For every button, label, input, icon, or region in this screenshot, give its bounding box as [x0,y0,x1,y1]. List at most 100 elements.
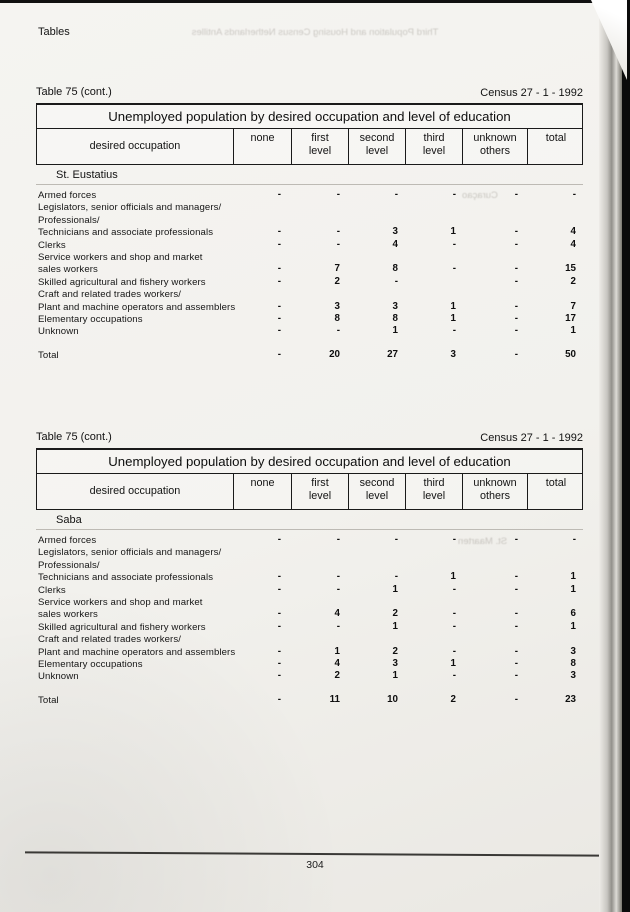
table-row: sales workers - 7 8 - - 15 [36,263,583,276]
cell-value: - [514,300,518,312]
cell-value: - [452,189,456,200]
cell-value: - [452,645,456,657]
scan-edge-top [0,0,616,3]
table-row: Skilled agricultural and fishery workers… [36,275,583,289]
cell-value: - [277,645,281,657]
table-row: Technicians and associate professionals -… [36,571,583,584]
section-label: Saba [56,514,82,526]
row-label: Plant and machine operators and assemble… [38,646,236,658]
cell-value: 4 [334,657,340,669]
cell-value: 3 [570,670,576,682]
cell-value: 4 [570,238,576,250]
table-row: Craft and related trades workers/ [36,634,583,646]
cell-value: - [336,325,340,337]
row-label: Technicians and associate professionals [38,227,214,239]
column-header-second-level: second level [348,474,405,509]
table-border-box: Unemployed population by desired occupat… [36,103,583,165]
column-header-none: none [233,129,291,164]
row-label: Total [38,349,59,361]
cell-value: - [452,238,456,250]
page-corner-label: Tables [38,26,70,38]
cell-value: - [277,657,281,669]
table-row: Skilled agricultural and fishery workers… [36,620,583,634]
cell-value: - [336,189,340,200]
page-number: 304 [306,859,324,871]
cell-value: 1 [450,312,456,324]
cell-value: 3 [570,645,576,657]
row-label: Plant and machine operators and assemble… [38,301,236,313]
cell-value: 1 [450,226,456,238]
column-header-third-level: third level [405,129,462,164]
cell-value: - [277,263,281,275]
table-row: Clerks - - 1 - - 1 [36,583,583,597]
column-header-desired-occupation: desired occupation [89,485,181,498]
cell-value: 1 [450,657,456,669]
cell-value: - [336,583,340,595]
row-label: Skilled agricultural and fishery workers [38,621,206,633]
cell-value: 8 [392,312,398,324]
cell-value: - [277,534,281,545]
cell-value: 1 [392,620,398,632]
cell-value: - [277,275,281,287]
cell-value: - [514,238,518,250]
cell-value: 2 [334,275,340,287]
cell-value: - [277,571,281,583]
cell-value: - [394,189,398,200]
census-table-saba: Table 75 (cont.) Census 27 - 1 - 1992 Un… [36,431,583,707]
row-label: Legislators, senior officials and manage… [38,202,222,214]
cell-value: 1 [392,325,398,337]
cell-value: 2 [450,693,456,705]
cell-value: - [277,312,281,324]
cell-value: 20 [329,348,340,360]
table-row: Clerks - - 4 - - 4 [36,238,583,252]
cell-value: - [452,670,456,682]
row-label: Clerks [38,584,66,596]
row-label: Technicians and associate professionals [38,572,214,584]
cell-value: 11 [329,693,340,705]
cell-value: - [514,571,518,583]
cell-value: 1 [450,571,456,583]
table-row: Craft and related trades workers/ [36,289,583,301]
row-label: Unknown [38,671,79,683]
cell-value: - [277,608,281,620]
cell-value: 7 [570,300,576,312]
row-label: Craft and related trades workers/ [38,634,182,646]
row-label: Total [38,694,59,706]
cell-value: - [336,620,340,632]
row-label: Professionals/ [38,559,100,571]
table-body: Armed forces - - - - - - Legislators, senior of… [36,189,583,362]
cell-value: - [452,263,456,275]
table-row: Armed forces - - - - - - [36,534,583,547]
table-header-row: desired occupation none first level seco… [37,474,582,509]
row-label: Professionals/ [38,214,100,226]
table-row: Plant and machine operators and assemble… [36,645,583,659]
cell-value: 1 [570,620,576,632]
cell-value: - [452,608,456,620]
cell-value: - [277,693,281,705]
cell-value: - [514,657,518,669]
row-label: Clerks [38,239,66,251]
column-header-desired-occupation: desired occupation [89,140,181,153]
census-date-label: Census 27 - 1 - 1992 [480,87,583,99]
table-row: Service workers and shop and market [36,252,583,264]
cell-value: - [277,348,281,360]
cell-value: 15 [565,263,576,275]
table-border-box: Unemployed population by desired occupat… [36,448,583,510]
cell-value: 3 [334,300,340,312]
column-header-first-level: first level [291,129,348,164]
footer-rule [25,851,601,857]
cell-value: - [452,620,456,632]
table-row: Professionals/ [36,215,583,227]
cell-value: 27 [387,348,398,360]
table-caption-row: Table 75 (cont.) Census 27 - 1 - 1992 [36,431,583,448]
cell-value: 23 [565,693,576,705]
cell-value: - [514,583,518,595]
table-header-row: desired occupation none first level seco… [37,129,582,164]
table-row: Unknown - - 1 - - 1 [36,325,583,338]
cell-value: - [277,325,281,337]
cell-value: - [277,583,281,595]
cell-value: - [514,226,518,238]
table-number-label: Table 75 (cont.) [36,86,112,98]
table-row: Professionals/ [36,560,583,572]
